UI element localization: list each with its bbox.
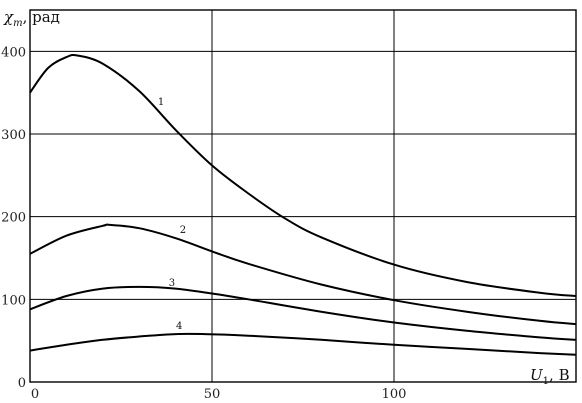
curve-label-2: 2 [180,225,186,236]
y-tick-label: 300 [1,128,26,143]
curve-label-1: 1 [158,97,164,108]
x-axis-label: U1, В [530,366,570,387]
x-tick-label: 0 [31,387,39,402]
curves [29,53,577,356]
plot-frame [29,9,577,383]
series-line-2 [29,223,577,326]
series-line-4 [29,332,577,356]
grid-lines [30,10,576,382]
x-tick-label: 100 [382,387,407,402]
x-tick-label: 50 [204,387,221,402]
curve-label-4: 4 [176,321,182,332]
series-line-3 [29,285,577,341]
tick-labels: 0 100 200 300 400 0 50 100 [1,45,406,402]
curve-label-3: 3 [169,278,175,289]
curve-labels: 1 2 3 4 [158,97,186,332]
y-tick-label: 400 [1,45,26,60]
y-tick-label: 100 [1,293,26,308]
y-tick-label: 200 [1,211,26,226]
series-line-1 [29,53,577,297]
y-axis-label: χm, рад [3,8,60,29]
y-tick-label: 0 [18,376,26,391]
